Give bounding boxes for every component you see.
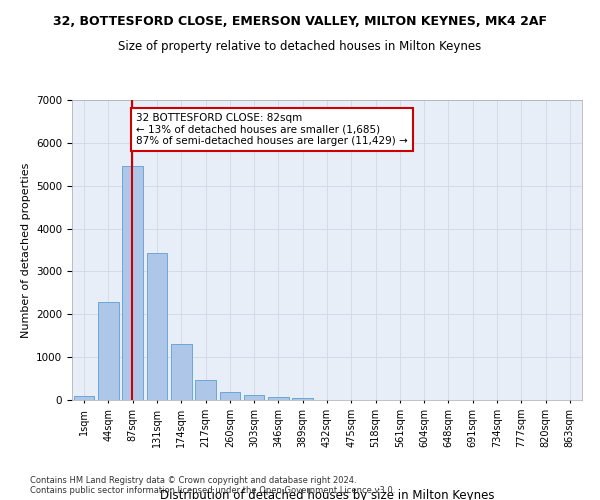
Bar — [268, 397, 289, 400]
Text: Contains HM Land Registry data © Crown copyright and database right 2024.
Contai: Contains HM Land Registry data © Crown c… — [30, 476, 395, 495]
Text: 32 BOTTESFORD CLOSE: 82sqm
← 13% of detached houses are smaller (1,685)
87% of s: 32 BOTTESFORD CLOSE: 82sqm ← 13% of deta… — [136, 113, 408, 146]
Bar — [146, 253, 167, 400]
Bar — [74, 396, 94, 400]
Bar — [98, 302, 119, 400]
Bar — [195, 380, 216, 400]
Bar — [244, 396, 265, 400]
X-axis label: Distribution of detached houses by size in Milton Keynes: Distribution of detached houses by size … — [160, 489, 494, 500]
Bar — [122, 166, 143, 400]
Bar — [220, 392, 240, 400]
Bar — [292, 398, 313, 400]
Text: 32, BOTTESFORD CLOSE, EMERSON VALLEY, MILTON KEYNES, MK4 2AF: 32, BOTTESFORD CLOSE, EMERSON VALLEY, MI… — [53, 15, 547, 28]
Y-axis label: Number of detached properties: Number of detached properties — [20, 162, 31, 338]
Text: Size of property relative to detached houses in Milton Keynes: Size of property relative to detached ho… — [118, 40, 482, 53]
Bar — [171, 344, 191, 400]
